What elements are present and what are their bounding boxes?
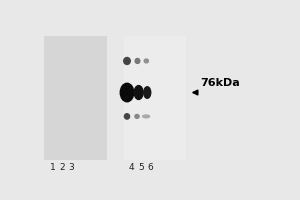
Text: 4: 4 — [129, 163, 134, 172]
Ellipse shape — [120, 83, 134, 102]
Ellipse shape — [142, 115, 150, 118]
Text: 3: 3 — [68, 163, 74, 172]
Ellipse shape — [144, 87, 151, 98]
Text: 2: 2 — [59, 163, 65, 172]
Ellipse shape — [144, 59, 148, 63]
Ellipse shape — [124, 57, 130, 64]
Ellipse shape — [135, 114, 139, 118]
Text: 76kDa: 76kDa — [200, 78, 240, 88]
Text: 5: 5 — [138, 163, 144, 172]
Ellipse shape — [124, 114, 130, 119]
Bar — [124, 36, 186, 160]
Ellipse shape — [134, 86, 143, 99]
Bar — [44, 36, 107, 160]
Text: 6: 6 — [147, 163, 153, 172]
Ellipse shape — [135, 58, 140, 63]
Text: 1: 1 — [50, 163, 56, 172]
